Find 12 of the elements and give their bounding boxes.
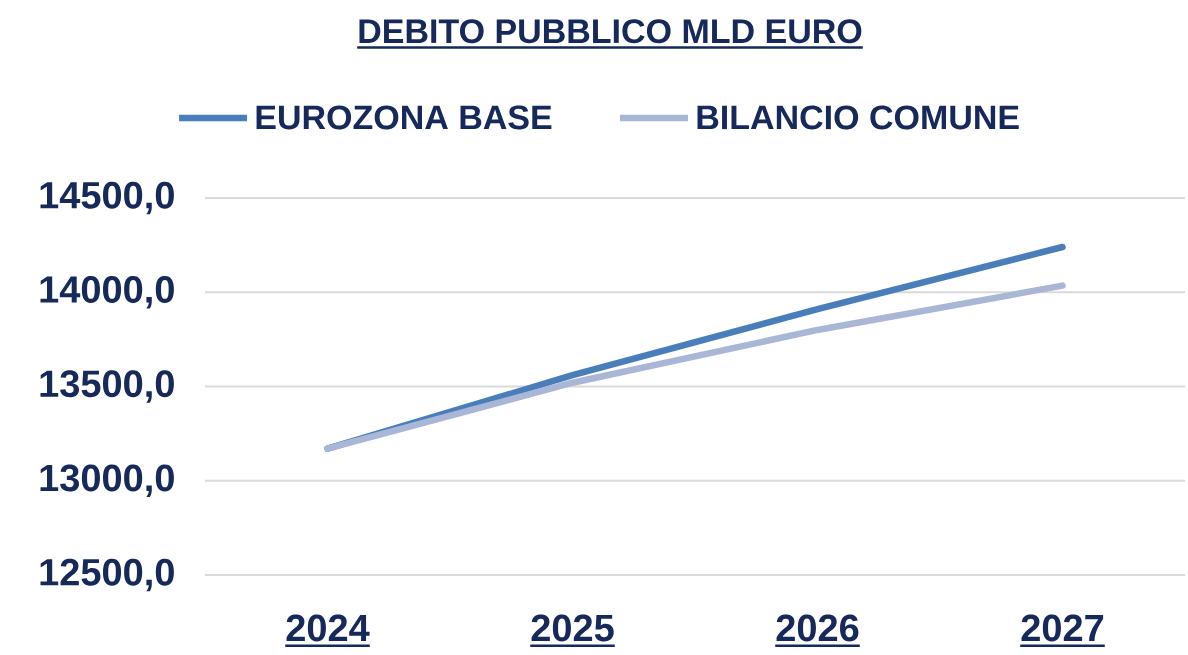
y-tick-label: 13500,0 xyxy=(40,370,174,403)
y-tick-label: 14500,0 xyxy=(40,181,174,215)
chart-title: DEBITO PUBBLICO MLD EURO xyxy=(359,19,862,44)
y-tick-label: 14000,0 xyxy=(40,276,174,309)
x-tick-label: 2027 xyxy=(1021,614,1104,642)
x-tick-label: 2024 xyxy=(286,614,370,642)
x-tick-label: 2026 xyxy=(776,614,859,642)
legend-label: EUROZONA BASE xyxy=(256,105,552,130)
y-tick-label: 13000,0 xyxy=(40,464,174,497)
legend-label: BILANCIO COMUNE xyxy=(697,105,1019,130)
x-tick-label: 2025 xyxy=(531,614,614,642)
y-tick-label: 12500,0 xyxy=(40,558,174,592)
